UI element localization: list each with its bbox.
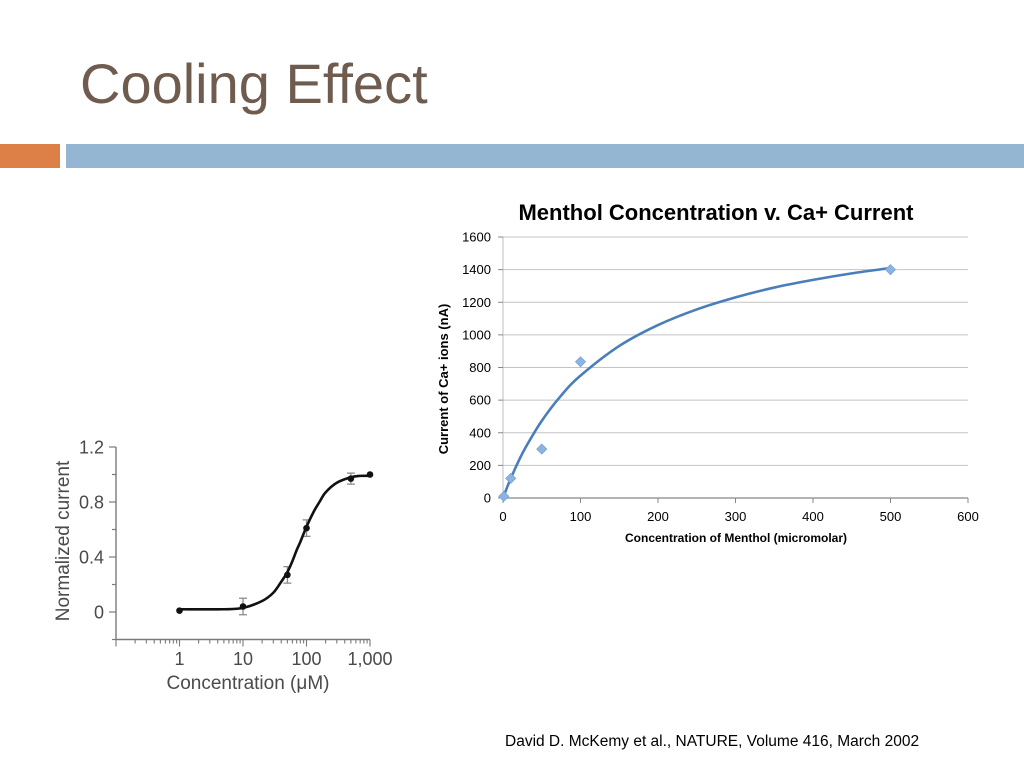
- x-tick-label: 100: [570, 509, 592, 524]
- x-tick-label: 1: [174, 649, 184, 669]
- y-tick-label: 800: [469, 360, 491, 375]
- y-tick-label: 1200: [462, 295, 491, 310]
- y-tick-label: 1000: [462, 327, 491, 342]
- chart-title: Menthol Concentration v. Ca+ Current: [518, 200, 914, 225]
- y-tick-label: 1.2: [79, 438, 104, 458]
- data-point: [284, 571, 291, 579]
- y-tick-label: 0.4: [79, 548, 104, 568]
- data-point: [303, 524, 310, 532]
- x-tick-label: 500: [880, 509, 902, 524]
- x-tick-label: 200: [647, 509, 669, 524]
- x-tick-label: 100: [291, 649, 321, 669]
- data-point: [347, 475, 355, 482]
- y-axis-label: Normalized current: [53, 460, 74, 621]
- menthol-current-marks: 0 200 400 600 800 1000 1200 1400 1600 0 100 200 300 4…: [462, 230, 979, 524]
- data-point: [498, 490, 510, 502]
- y-axis-label: Current of Ca+ ions (nA): [436, 304, 451, 455]
- data-point: [176, 607, 183, 614]
- x-tick-label: 600: [957, 509, 979, 524]
- y-tick-label: 200: [469, 458, 491, 473]
- trendline: [502, 266, 892, 498]
- data-point: [505, 472, 517, 484]
- citation: David D. McKemy et al., NATURE, Volume 4…: [505, 733, 920, 750]
- x-tick-label: 400: [802, 509, 824, 524]
- data-point: [366, 471, 374, 478]
- slide-title: Cooling Effect: [80, 52, 428, 115]
- data-point: [574, 356, 587, 368]
- dose-response-marks: 0 0.4 0.8 1.2 1 10 100 1,000: [79, 438, 393, 670]
- data-point: [884, 264, 897, 276]
- menthol-current-chart: Menthol Concentration v. Ca+ Current 0 20…: [436, 200, 979, 545]
- x-tick-label: 10: [233, 649, 253, 669]
- x-tick-label: 1,000: [347, 649, 392, 669]
- y-tick-label: 400: [469, 425, 491, 440]
- accent-block: [0, 144, 60, 168]
- x-tick-label: 0: [499, 509, 506, 524]
- dose-response-chart: 0 0.4 0.8 1.2 1 10 100 1,000 Concentration (μM)…: [53, 438, 393, 695]
- x-tick-label: 300: [725, 509, 747, 524]
- y-tick-label: 1400: [462, 262, 491, 277]
- y-tick-label: 0: [484, 491, 491, 506]
- fitted-curve: [178, 474, 372, 611]
- header-band: [66, 144, 1024, 168]
- y-tick-label: 600: [469, 393, 491, 408]
- y-tick-label: 0: [94, 603, 104, 623]
- data-point: [239, 603, 247, 610]
- y-tick-label: 1600: [462, 230, 491, 245]
- x-axis-label: Concentration (μM): [166, 673, 329, 694]
- x-axis-label: Concentration of Menthol (micromolar): [625, 531, 847, 545]
- data-point: [536, 443, 548, 455]
- y-tick-label: 0.8: [79, 493, 104, 513]
